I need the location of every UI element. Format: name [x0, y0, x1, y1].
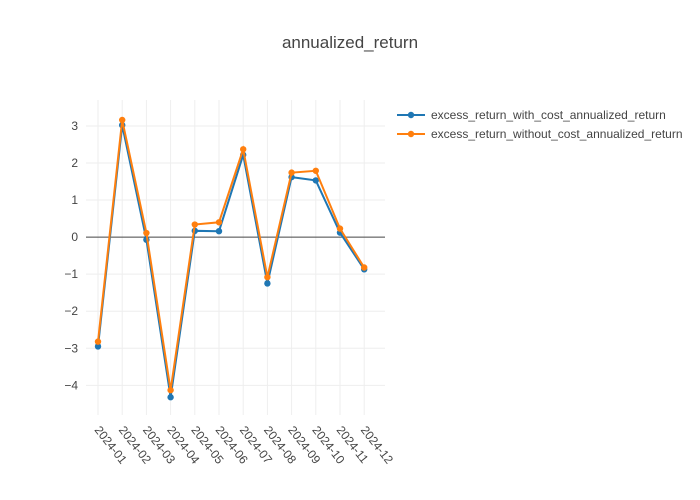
y-tick-label: 1: [71, 193, 78, 207]
legend[interactable]: excess_return_with_cost_annualized_retur…: [397, 108, 683, 141]
legend-swatch-marker: [407, 130, 415, 138]
data-point[interactable]: [119, 116, 126, 124]
series-2: [94, 116, 368, 394]
legend-item-1[interactable]: excess_return_with_cost_annualized_retur…: [397, 108, 666, 122]
legend-item-2[interactable]: excess_return_without_cost_annualized_re…: [397, 127, 683, 141]
data-point[interactable]: [361, 264, 368, 271]
series-1: [94, 122, 368, 401]
data-point[interactable]: [215, 219, 223, 226]
y-tick-label: −4: [64, 378, 78, 392]
y-axis-ticks: −4 −3 −2 −1 0 1 2 3: [64, 119, 78, 392]
y-tick-label: −2: [64, 304, 78, 318]
data-point[interactable]: [167, 394, 174, 401]
data-point[interactable]: [215, 227, 223, 235]
data-point[interactable]: [312, 177, 319, 184]
data-point[interactable]: [264, 280, 271, 287]
data-point[interactable]: [94, 343, 102, 350]
data-point[interactable]: [167, 386, 174, 394]
data-point[interactable]: [336, 225, 344, 232]
data-point[interactable]: [143, 229, 150, 237]
data-point[interactable]: [288, 169, 295, 176]
y-tick-label: −3: [64, 341, 78, 355]
data-point[interactable]: [94, 338, 102, 345]
data-point[interactable]: [191, 221, 198, 228]
series-line: [97, 119, 366, 391]
y-tick-label: 0: [71, 230, 78, 244]
y-tick-label: −1: [64, 267, 78, 281]
y-tick-label: 3: [71, 119, 78, 133]
y-tick-label: 2: [71, 156, 78, 170]
data-point[interactable]: [240, 146, 247, 153]
x-axis-ticks: 2024-012024-022024-032024-042024-052024-…: [92, 423, 397, 467]
data-point[interactable]: [312, 167, 319, 174]
data-point[interactable]: [264, 273, 271, 281]
series-group: [94, 116, 368, 401]
legend-swatch-marker: [407, 111, 415, 119]
legend-label: excess_return_without_cost_annualized_re…: [431, 127, 683, 141]
legend-label: excess_return_with_cost_annualized_retur…: [431, 108, 666, 122]
grid-lines: [86, 100, 385, 415]
chart-title: annualized_return: [281, 33, 419, 52]
series-line: [97, 124, 366, 398]
